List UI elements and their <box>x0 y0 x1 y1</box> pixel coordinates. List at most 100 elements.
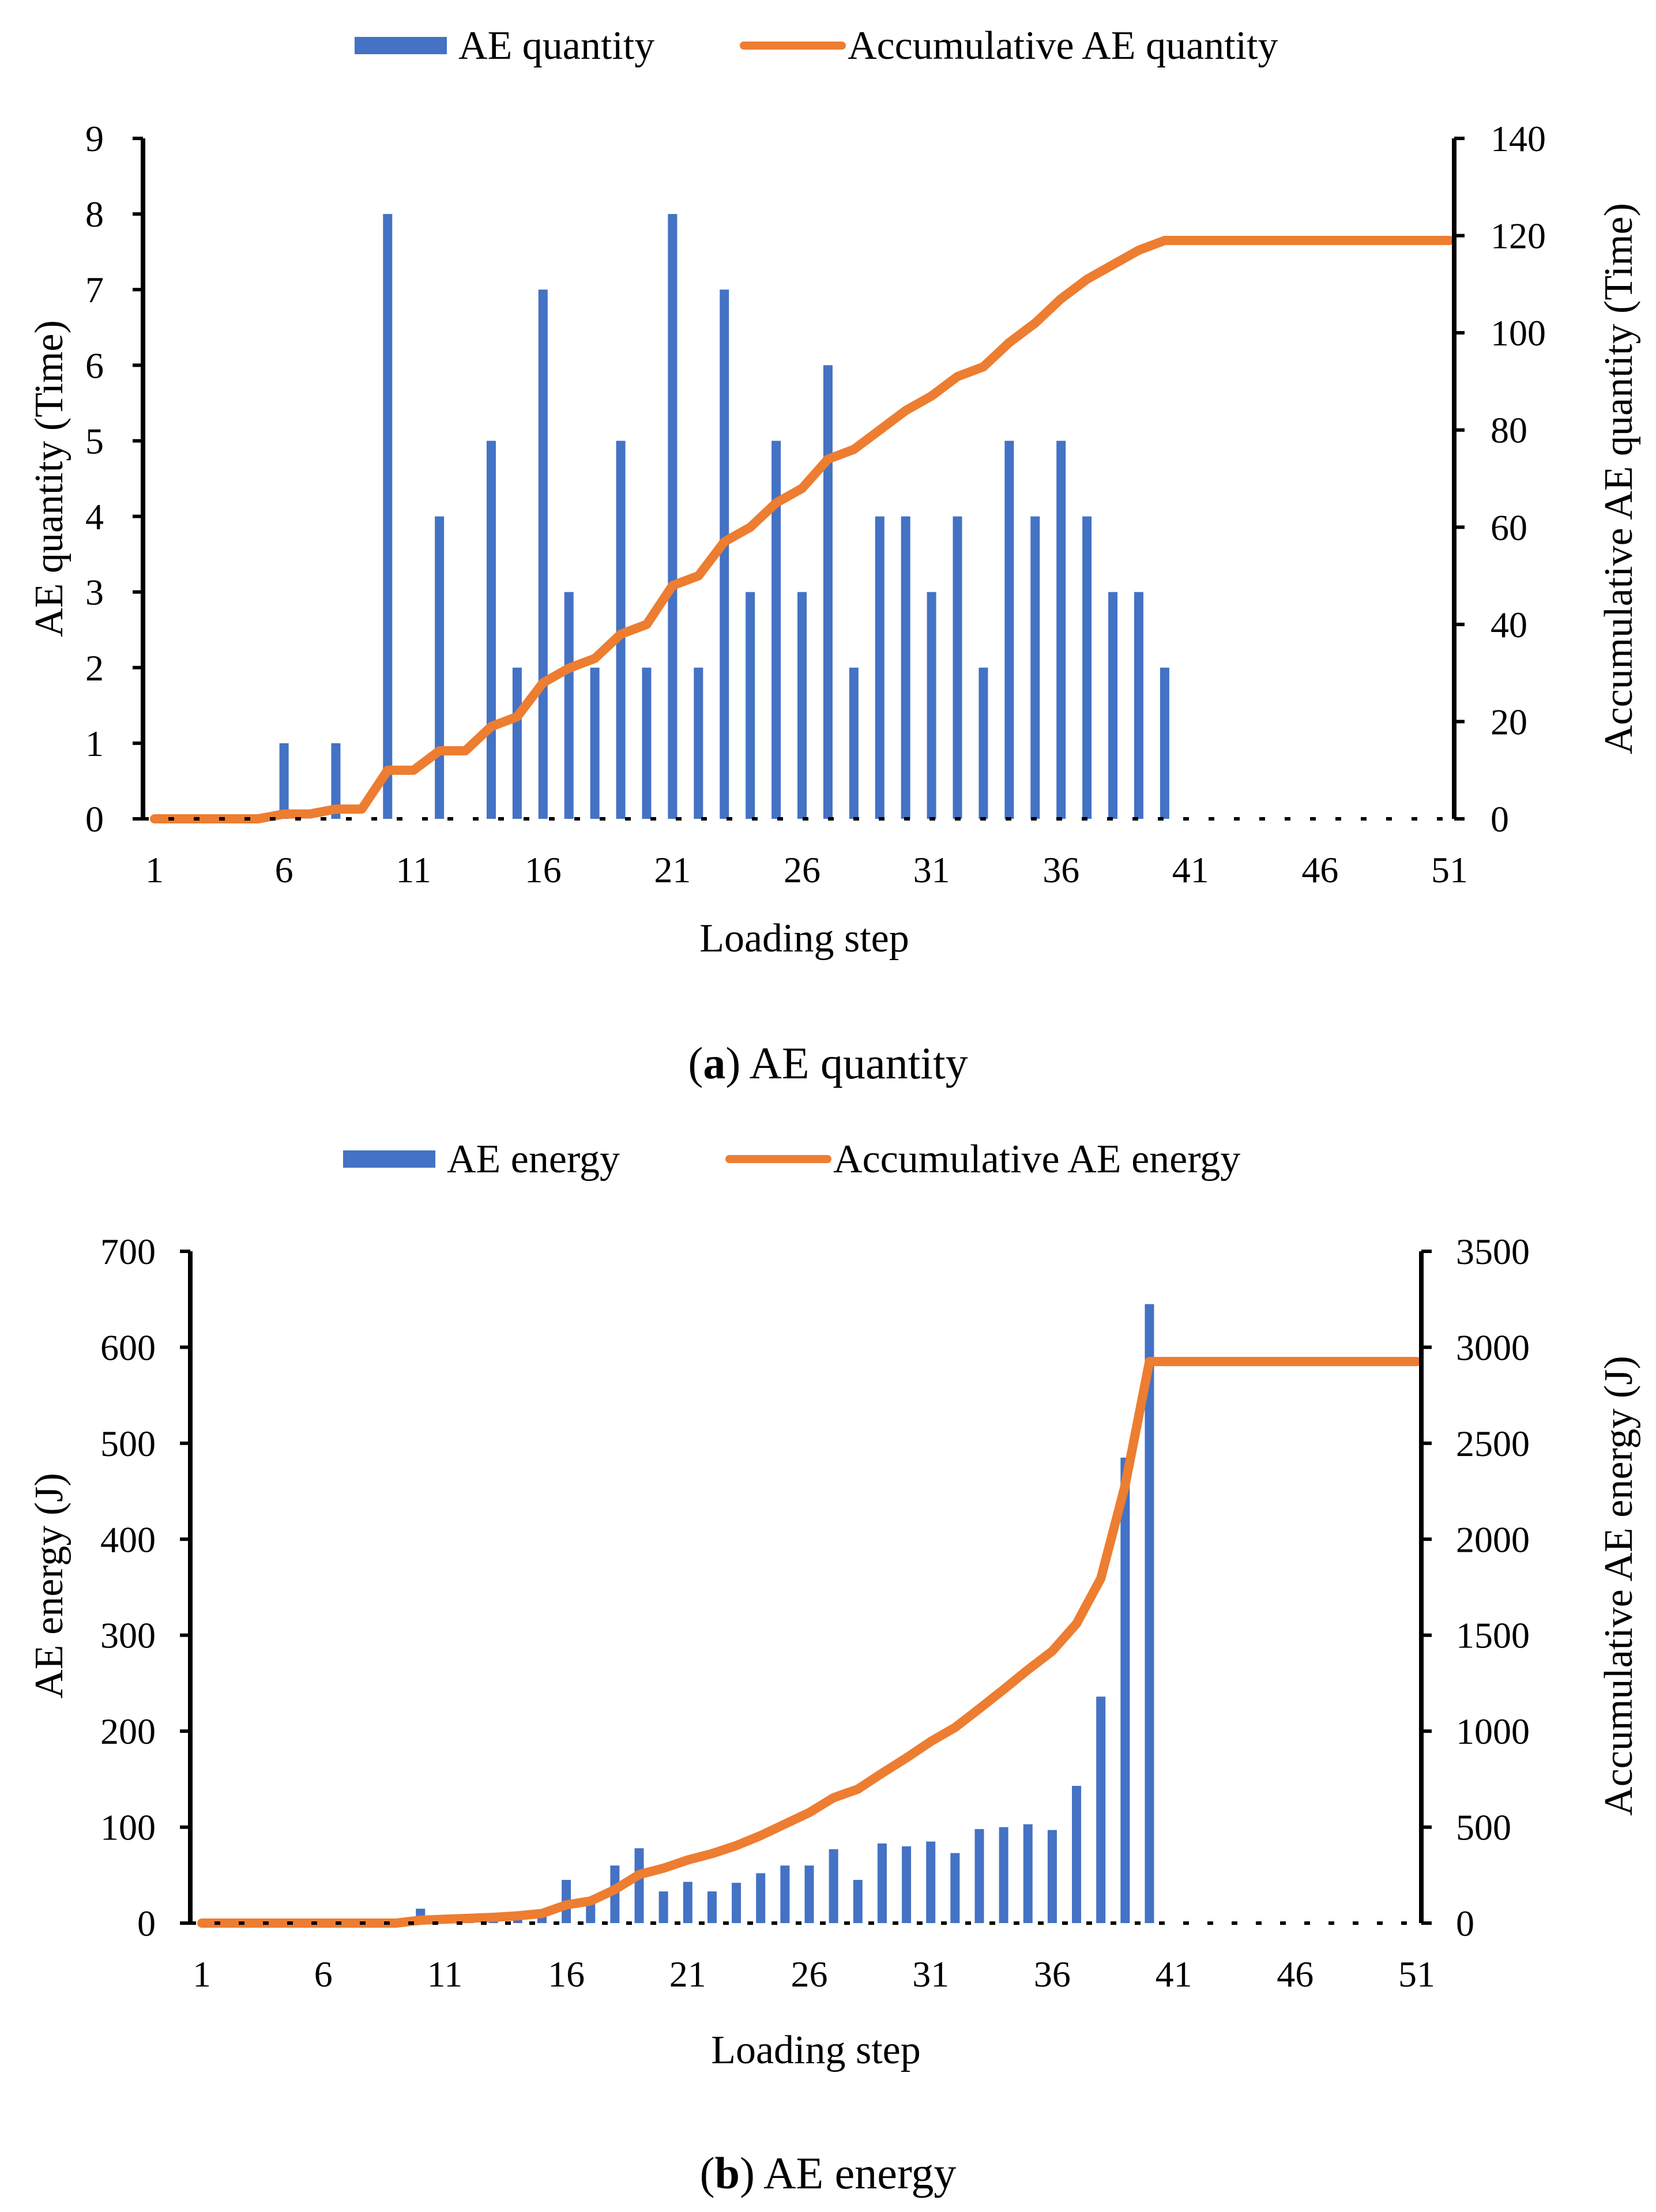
a-x-tick-label: 16 <box>525 849 562 890</box>
caption-a-letter: a <box>703 1038 725 1088</box>
a-x-tick-label: 51 <box>1431 849 1468 890</box>
b-bar-step-30 <box>902 1846 912 1923</box>
a-x-tick-label: 21 <box>654 849 691 890</box>
b-bar-step-23 <box>732 1883 742 1923</box>
a-y-tick-label: 1 <box>85 723 104 764</box>
b-bar-step-26 <box>804 1865 814 1923</box>
panel-a-chart: AE quantity Accumulative AE quantity 012… <box>27 24 1641 1088</box>
a-x-tick-label: 36 <box>1042 849 1079 890</box>
a-x-tick-label: 46 <box>1301 849 1338 890</box>
a-y2-tick-label: 100 <box>1491 313 1546 353</box>
a-x-tick-label: 1 <box>145 849 164 890</box>
a-bar-step-23 <box>720 289 729 819</box>
b-y-tick-label: 600 <box>100 1327 156 1368</box>
a-x-tick-label: 41 <box>1172 849 1209 890</box>
legend-b-bar-swatch <box>343 1150 435 1168</box>
a-y2-tick-label: 20 <box>1491 701 1527 742</box>
caption-a-open: ( <box>688 1038 703 1088</box>
a-bar-step-38 <box>1108 592 1118 819</box>
b-y-tick-label: 700 <box>100 1231 156 1272</box>
a-x-tick-label: 11 <box>396 849 431 890</box>
a-x-tick-label: 31 <box>913 849 950 890</box>
a-y-tick-label: 2 <box>85 648 104 689</box>
b-bar-step-36 <box>1047 1830 1057 1923</box>
legend-b: AE energy Accumulative AE energy <box>343 1137 1240 1182</box>
b-bar-step-39 <box>1120 1457 1130 1923</box>
b-cumulative-line <box>197 1357 1421 1928</box>
caption-b-open: ( <box>700 2148 715 2198</box>
a-y2-tick-label: 0 <box>1491 799 1509 840</box>
b-bar-step-34 <box>999 1827 1008 1923</box>
a-y2-tick-label: 140 <box>1491 118 1546 159</box>
b-x-tick-label: 31 <box>912 1954 949 1995</box>
b-y2-tick-label: 2000 <box>1456 1519 1530 1560</box>
a-y2-axis-label: Accumulative AE quantity (Time) <box>1597 203 1641 754</box>
b-bar-step-25 <box>780 1865 790 1923</box>
a-bar-step-16 <box>538 289 548 819</box>
b-x-tick-label: 51 <box>1398 1954 1435 1995</box>
a-bar-step-22 <box>694 667 703 819</box>
b-bar-step-28 <box>853 1880 863 1923</box>
a-bar-step-39 <box>1134 592 1143 819</box>
b-y-tick-label: 400 <box>100 1519 156 1560</box>
a-bar-step-34 <box>1004 441 1014 819</box>
b-y-tick-label: 500 <box>100 1423 156 1464</box>
b-x-tick-label: 6 <box>314 1954 333 1995</box>
a-y-tick-label: 8 <box>85 194 104 235</box>
a-y-tick-label: 6 <box>85 345 104 386</box>
a-y-tick-label: 0 <box>85 799 104 840</box>
legend-b-bar-label: AE energy <box>447 1137 620 1182</box>
a-bar-step-12 <box>435 516 445 819</box>
a-x-tick-label: 6 <box>275 849 293 890</box>
b-bar-step-37 <box>1072 1786 1082 1923</box>
b-bar-step-22 <box>707 1891 717 1923</box>
a-y2-tick-label: 60 <box>1491 507 1527 548</box>
a-bar-step-14 <box>486 441 496 819</box>
b-bar-step-19 <box>634 1848 644 1923</box>
b-bar-step-24 <box>756 1873 766 1923</box>
b-x-tick-label: 26 <box>791 1954 828 1995</box>
series-b <box>197 1304 1421 1928</box>
a-bar-step-17 <box>564 592 574 819</box>
b-bar-step-27 <box>829 1849 838 1923</box>
caption-a-text: ) AE quantity <box>725 1038 968 1088</box>
b-x-tick-label: 21 <box>669 1954 706 1995</box>
b-y-axis-label: AE energy (J) <box>27 1473 71 1698</box>
a-bar-step-8 <box>331 743 341 819</box>
b-bar-step-31 <box>926 1841 936 1923</box>
b-bar-step-33 <box>974 1829 984 1923</box>
caption-a: (a) AE quantity <box>688 1038 968 1088</box>
b-y2-tick-label: 3000 <box>1456 1327 1530 1368</box>
panel-b-chart: AE energy Accumulative AE energy 0 100 200… <box>27 1137 1641 2198</box>
caption-b-letter: b <box>715 2148 740 2198</box>
a-y-tick-label: 7 <box>85 269 104 310</box>
a-bar-step-25 <box>771 441 781 819</box>
b-x-tick-label: 16 <box>548 1954 585 1995</box>
a-bar-step-27 <box>823 365 833 819</box>
a-bar-step-40 <box>1160 667 1169 819</box>
b-y2-axis-label: Accumulative AE energy (J) <box>1597 1356 1641 1816</box>
b-x-tick-label: 11 <box>427 1954 463 1995</box>
a-cumulative-line <box>150 236 1454 823</box>
b-bar-step-35 <box>1023 1824 1033 1923</box>
a-x-axis-label: Loading step <box>699 916 909 961</box>
b-y-tick-label: 0 <box>137 1903 156 1944</box>
b-bar-step-29 <box>877 1843 887 1923</box>
b-bar-step-21 <box>683 1882 692 1923</box>
b-bar-step-40 <box>1145 1304 1154 1923</box>
a-bar-step-15 <box>512 667 522 819</box>
b-x-tick-label: 41 <box>1156 1954 1192 1995</box>
a-bar-step-36 <box>1056 441 1066 819</box>
b-y2-tick-label: 1000 <box>1456 1711 1530 1752</box>
b-y2-tick-label: 2500 <box>1456 1423 1530 1464</box>
b-x-axis-label: Loading step <box>711 2028 921 2072</box>
a-bar-step-24 <box>746 592 755 819</box>
a-y-tick-label: 5 <box>85 420 104 461</box>
a-bar-step-18 <box>590 667 600 819</box>
series-a <box>150 214 1454 823</box>
a-bar-step-32 <box>953 516 962 819</box>
a-bar-step-29 <box>875 516 885 819</box>
axes-b: 0 100 200 300 400 500 600 700 0 500 1000 1500 2000 25… <box>100 1231 1530 1995</box>
b-y-tick-label: 300 <box>100 1615 156 1656</box>
legend-a-line-label: Accumulative AE quantity <box>848 24 1278 68</box>
